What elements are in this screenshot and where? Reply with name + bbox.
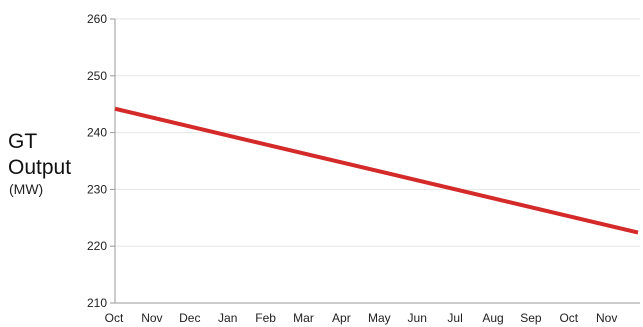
grid-lines [115, 18, 640, 247]
x-tick-label-9: Jul [447, 311, 462, 325]
x-tick-label-8: Jun [408, 311, 427, 325]
y-tick-labels: 210 220 230 240 250 260 [87, 12, 107, 310]
x-tick-label-7: May [368, 311, 391, 325]
y-tick-label-210: 210 [87, 296, 107, 310]
x-tick-label-2: Dec [179, 311, 200, 325]
x-tick-label-12: Oct [559, 311, 578, 325]
y-tick-label-220: 220 [87, 239, 107, 253]
x-tick-label-13: Nov [596, 311, 617, 325]
y-tick-label-260: 260 [87, 12, 107, 26]
series-line-0 [114, 106, 639, 235]
y-axis-label-line-1: GT [8, 130, 38, 153]
y-tick-label-250: 250 [87, 69, 107, 83]
x-tick-label-3: Jan [218, 311, 237, 325]
x-tick-label-0: Oct [105, 311, 124, 325]
axes [110, 18, 640, 304]
y-axis-label-line-2: Output [8, 156, 72, 179]
x-tick-label-6: Apr [332, 311, 351, 325]
x-tick-label-5: Mar [293, 311, 314, 325]
y-axis-unit-label: (MW) [9, 181, 44, 197]
x-tick-labels: Oct Nov Dec Jan Feb Mar Apr May Jun Jul Aug Sep Oct N… [105, 311, 618, 325]
x-tick-label-1: Nov [141, 311, 162, 325]
x-tick-label-11: Sep [520, 311, 542, 325]
y-tick-label-230: 230 [87, 182, 107, 196]
x-tick-label-4: Feb [255, 311, 276, 325]
y-tick-label-240: 240 [87, 126, 107, 140]
series-layer [114, 106, 639, 235]
x-tick-label-10: Aug [482, 311, 503, 325]
